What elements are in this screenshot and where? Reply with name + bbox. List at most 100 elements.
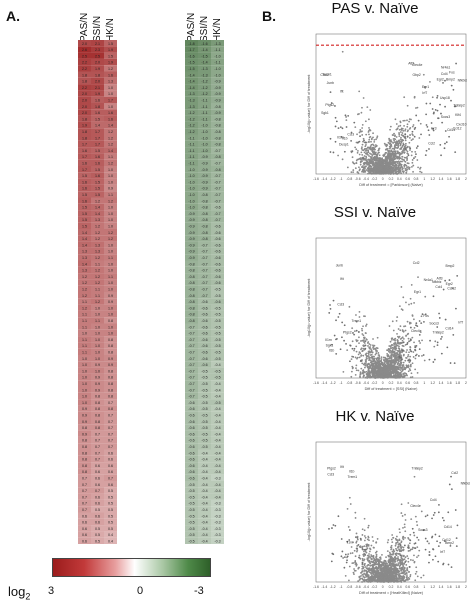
heatmap-up-cell-value: 0.7 <box>95 451 100 455</box>
data-point <box>380 375 383 378</box>
data-point <box>386 563 389 565</box>
data-point <box>445 141 448 144</box>
heatmap-down-cell-value: -1.5 <box>188 61 194 65</box>
heatmap-down-cell-value: -0.7 <box>188 351 194 355</box>
data-point <box>391 161 394 163</box>
heatmap-down-cell-value: -0.8 <box>188 269 194 273</box>
heatmap-up-cell <box>104 134 117 141</box>
data-point <box>355 540 358 543</box>
heatmap-up-cell-value: 1.2 <box>108 67 113 71</box>
heatmap-up-cell <box>78 304 91 311</box>
data-point <box>374 159 377 162</box>
heatmap-down-cell-value: -0.8 <box>201 218 207 222</box>
heatmap-down-cell-value: -0.8 <box>214 130 220 134</box>
data-point <box>361 127 364 129</box>
heatmap-down-cell <box>185 411 198 418</box>
data-point <box>379 558 382 560</box>
data-point <box>368 350 371 353</box>
heatmap-down-cell <box>211 329 224 337</box>
data-point <box>339 126 342 128</box>
heatmap-down-cell-value: -0.5 <box>214 306 220 310</box>
heatmap-up-cell-value: 1.6 <box>108 111 113 115</box>
data-point <box>405 367 407 369</box>
heatmap-down-cell <box>198 222 211 229</box>
heatmap-up-cell <box>91 84 104 91</box>
data-point <box>444 105 446 108</box>
heatmap-up-cell <box>91 121 104 129</box>
data-point <box>352 169 355 171</box>
data-point <box>404 136 406 139</box>
heatmap-down-cell <box>185 537 198 544</box>
heatmap-down-cell-value: -1.1 <box>214 48 220 52</box>
x-tick-label: 0.8 <box>414 177 419 181</box>
heatmap-up-cell-value: 1.7 <box>95 136 100 140</box>
data-point <box>350 358 353 361</box>
heatmap-down-cell-value: -0.7 <box>201 243 207 247</box>
heatmap-up-cell <box>78 71 91 78</box>
data-point <box>371 363 374 365</box>
heatmap-up-cell <box>91 436 104 444</box>
data-point <box>361 350 364 352</box>
data-point <box>360 111 363 114</box>
data-point <box>353 349 355 352</box>
heatmap-up-cell <box>78 373 91 381</box>
heatmap-up-cell-value: 1.3 <box>95 243 100 247</box>
heatmap-down-cell-value: -0.6 <box>188 445 194 449</box>
heatmap-up-cell-value: 0.9 <box>95 388 100 392</box>
data-point <box>389 371 392 374</box>
heatmap-up-cell <box>91 216 104 223</box>
heatmap-up-cell <box>78 134 91 141</box>
heatmap-up-cell-value: 1.0 <box>108 86 113 90</box>
heatmap-up-cell-value: 1.1 <box>95 262 100 266</box>
data-point <box>361 362 364 365</box>
heatmap-down-cell <box>185 323 198 330</box>
data-point <box>373 140 376 143</box>
data-point <box>416 145 419 148</box>
volcano-plot-ssi: IfitCcl12Irf7Il1bTnfaip2Ccl4Ccl3Cd14Bmp2… <box>307 237 467 391</box>
data-point <box>386 349 389 352</box>
data-point <box>401 166 404 169</box>
heatmap-down-cell-value: -0.8 <box>188 300 194 304</box>
heatmap-up-cell-value: 0.8 <box>95 420 100 424</box>
gene-label: Cd14 <box>445 326 453 330</box>
data-point <box>362 555 365 557</box>
data-point <box>408 168 411 171</box>
data-point <box>406 349 408 351</box>
data-point <box>364 573 367 576</box>
x-tick-label: 0.8 <box>414 381 419 385</box>
gene-label: Ccl3 <box>347 133 354 137</box>
heatmap-down-cell <box>185 147 198 154</box>
data-point <box>390 155 393 157</box>
data-point <box>369 135 372 138</box>
heatmap-up-cell-value: 1.1 <box>82 325 87 329</box>
gene-label: Egr2 <box>446 282 453 286</box>
heatmap-down-cell <box>211 518 224 526</box>
heatmap-down-cell <box>185 115 198 122</box>
data-point <box>409 363 412 366</box>
heatmap-down-cell-value: -0.4 <box>214 464 220 468</box>
data-point <box>455 62 457 65</box>
heatmap-down-cell-value: -1.4 <box>188 80 194 84</box>
heatmap-down-cell <box>211 443 224 450</box>
heatmap-up-cell <box>104 103 117 110</box>
data-point <box>436 94 439 97</box>
heatmap-up-cell-value: 1.0 <box>108 288 113 292</box>
heatmap-up-cell <box>104 487 117 494</box>
heatmap-up-cell <box>104 329 117 337</box>
data-point <box>396 351 398 354</box>
heatmap-down-cell-value: -0.7 <box>188 332 194 336</box>
heatmap-up-cell-value: 1.7 <box>95 143 100 147</box>
heatmap-down-cell-value: -0.6 <box>201 313 207 317</box>
data-point <box>378 355 381 358</box>
data-point <box>424 154 427 157</box>
gene-label: Socs3 <box>429 322 439 326</box>
data-point <box>387 357 390 360</box>
data-point <box>411 165 413 168</box>
heatmap-up-cell <box>78 178 91 185</box>
heatmap-down-cell <box>211 310 224 318</box>
data-point <box>403 523 406 526</box>
data-point <box>360 340 362 342</box>
heatmap-down-cell-value: -0.4 <box>214 483 220 487</box>
data-point <box>382 373 385 376</box>
heatmap-up-cell <box>104 210 117 217</box>
